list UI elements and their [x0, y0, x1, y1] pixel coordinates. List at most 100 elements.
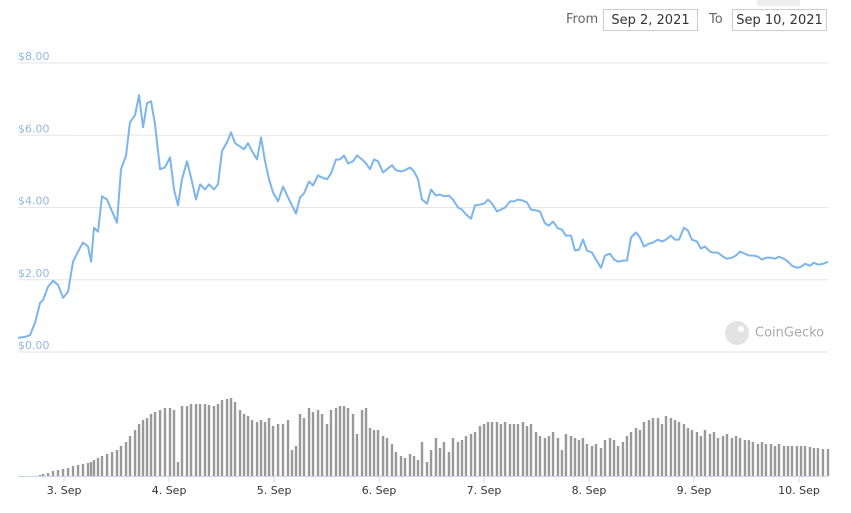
volume-bar	[61, 469, 65, 476]
volume-bar	[534, 432, 538, 476]
volume-bar	[556, 438, 560, 476]
price-line	[17, 94, 829, 339]
volume-bar	[812, 448, 816, 476]
volume-bar	[100, 456, 104, 476]
volume-bar	[473, 432, 477, 476]
volume-bar	[229, 398, 233, 476]
volume-bar	[599, 448, 603, 476]
x-tick-label: 9. Sep	[677, 484, 712, 497]
volume-bar	[716, 438, 720, 476]
volume-bar	[786, 446, 790, 476]
volume-bar	[105, 454, 109, 476]
y-tick-label: $2.00	[18, 267, 50, 280]
volume-bar	[669, 418, 673, 476]
x-tick-label: 7. Sep	[467, 484, 502, 497]
volume-bar	[486, 422, 490, 476]
volume-bar	[447, 452, 451, 476]
volume-bar	[246, 416, 250, 476]
volume-bar	[176, 462, 180, 476]
volume-bar	[686, 428, 690, 476]
volume-bar	[66, 468, 70, 476]
volume-bar	[168, 408, 172, 476]
volume-bar	[651, 418, 655, 476]
volume-bar	[764, 444, 768, 476]
volume-bar	[298, 414, 302, 476]
volume-bar	[115, 450, 119, 476]
volume-bar	[738, 438, 742, 476]
volume-bar	[790, 446, 794, 476]
volume-bar	[478, 426, 482, 476]
volume-bar	[512, 424, 516, 476]
to-date-input[interactable]: Sep 10, 2021	[732, 9, 827, 31]
volume-bar	[276, 424, 280, 476]
y-tick-label: $8.00	[18, 50, 50, 63]
volume-bar	[560, 450, 564, 476]
volume-bar	[425, 462, 429, 476]
volume-bar	[551, 432, 555, 476]
volume-bar	[638, 430, 642, 476]
volume-bar	[403, 458, 407, 476]
volume-bar	[625, 436, 629, 476]
volume-bar	[316, 410, 320, 476]
volume-bar	[677, 422, 681, 476]
from-date-input[interactable]: Sep 2, 2021	[603, 9, 698, 31]
volume-bar	[508, 424, 512, 476]
volume-bar	[198, 404, 202, 476]
volume-bar	[782, 446, 786, 476]
volume-bar	[708, 434, 712, 476]
volume-bar	[769, 444, 773, 476]
volume-bar	[734, 436, 738, 476]
volume-bar	[355, 434, 359, 476]
volume-bar	[821, 449, 825, 476]
volume-bar	[543, 438, 547, 476]
volume-bar	[590, 446, 594, 476]
volume-bar	[621, 442, 625, 476]
x-tick-label: 4. Sep	[152, 484, 187, 497]
volume-bar	[216, 404, 220, 476]
volume-bar	[334, 408, 338, 476]
volume-bar	[529, 424, 533, 476]
volume-bar	[495, 422, 499, 476]
volume-bar	[460, 440, 464, 476]
volume-bar	[242, 414, 246, 476]
top-tab	[757, 0, 800, 6]
volume-bar	[141, 420, 145, 476]
volume-bar	[795, 446, 799, 476]
watermark-text: CoinGecko	[755, 326, 824, 341]
volume-bar	[185, 406, 189, 476]
volume-bar	[760, 442, 764, 476]
volume-bar	[647, 420, 651, 476]
volume-bar	[429, 450, 433, 476]
volume-bar	[773, 446, 777, 476]
volume-bar	[682, 424, 686, 476]
volume-bar	[469, 434, 473, 476]
volume-bar	[695, 432, 699, 476]
volume-bar	[594, 444, 598, 476]
watermark: CoinGecko	[725, 321, 824, 345]
volume-bar	[158, 410, 162, 476]
volume-bar	[569, 436, 573, 476]
volume-bar	[656, 418, 660, 476]
volume-bar	[730, 438, 734, 476]
x-tick-label: 6. Sep	[362, 484, 397, 497]
volume-bar	[629, 432, 633, 476]
volume-bar	[294, 446, 298, 476]
volume-bar	[119, 446, 123, 476]
volume-bar	[747, 440, 751, 476]
volume-bar	[538, 436, 542, 476]
volume-bar	[581, 438, 585, 476]
volume-bar	[612, 440, 616, 476]
volume-bar	[271, 426, 275, 476]
volume-bar	[399, 456, 403, 476]
volume-bar	[281, 424, 285, 476]
volume-bar	[808, 447, 812, 476]
volume-bar	[38, 475, 42, 476]
volume-bar	[390, 444, 394, 476]
volume-bar	[238, 410, 242, 476]
volume-bar	[456, 442, 460, 476]
volume-bar	[673, 420, 677, 476]
volume-bar	[203, 404, 207, 476]
volume-bar	[394, 452, 398, 476]
volume-bar	[92, 460, 96, 476]
